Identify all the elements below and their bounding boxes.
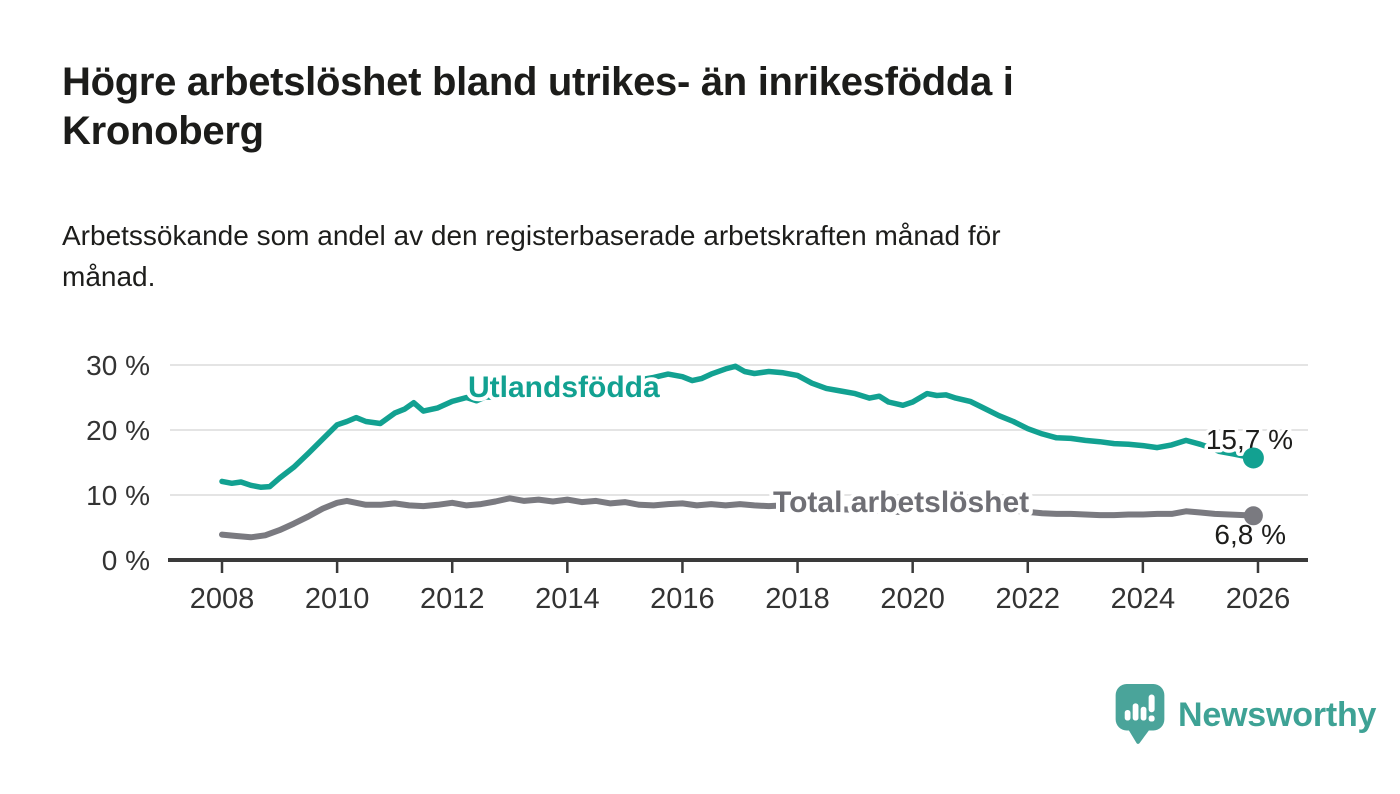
x-tick-label: 2016	[650, 583, 715, 615]
y-tick-label: 0 %	[102, 545, 150, 576]
newsworthy-logo: Newsworthy	[1115, 684, 1376, 746]
x-tick-label: 2008	[190, 583, 255, 615]
series-line-1	[219, 495, 1257, 541]
series-line-0	[219, 363, 1257, 490]
chart-subtitle-line2: månad.	[62, 260, 156, 292]
x-tick-label: 2020	[880, 583, 945, 615]
page-title-line2: Kronoberg	[62, 108, 264, 153]
y-tick-label: 30 %	[86, 350, 150, 381]
x-tick-label: 2014	[535, 583, 600, 615]
chart-subtitle-line1: Arbetssökande som andel av den registerb…	[62, 220, 1001, 251]
y-tick-label: 20 %	[86, 415, 150, 446]
chart-subtitle: Arbetssökande som andel av den registerb…	[62, 216, 1252, 297]
bar-chart-speech-bubble-icon	[1115, 684, 1165, 744]
x-tick-label: 2018	[765, 583, 830, 615]
page-title: Högre arbetslöshet bland utrikes- än inr…	[62, 58, 1202, 156]
x-tick-label: 2024	[1111, 583, 1176, 615]
series-end-dot-0	[1242, 447, 1264, 469]
x-tick-label: 2012	[420, 583, 485, 615]
end-value-label: 15,7 %	[1206, 424, 1293, 455]
end-value-label: 6,8 %	[1214, 519, 1286, 550]
newsworthy-logo-text: Newsworthy	[1178, 695, 1377, 734]
page-title-line1: Högre arbetslöshet bland utrikes- än inr…	[62, 60, 1014, 104]
x-tick-label: 2026	[1226, 583, 1291, 615]
series-label: Utlandsfödda	[468, 371, 660, 404]
x-tick-label: 2010	[305, 583, 370, 615]
series-end-dot-1	[1243, 506, 1263, 526]
x-tick-label: 2022	[996, 583, 1061, 615]
series-label: Total arbetslöshet	[773, 486, 1029, 519]
y-tick-label: 10 %	[86, 480, 150, 511]
